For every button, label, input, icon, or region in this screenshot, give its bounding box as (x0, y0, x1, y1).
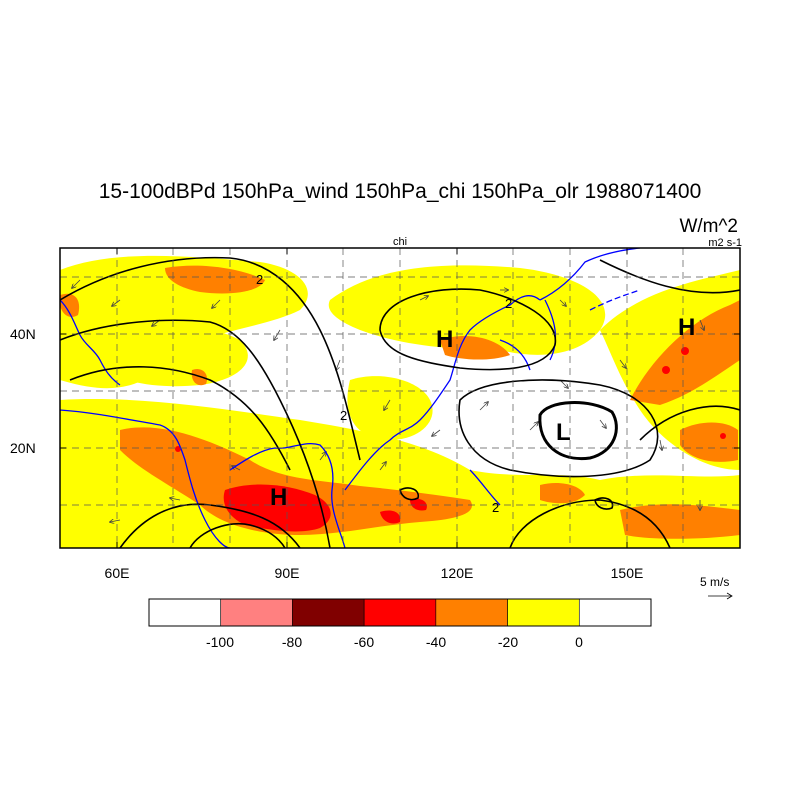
colorbar-label: 0 (575, 634, 583, 650)
colorbar-label: -60 (353, 634, 375, 650)
chi-units-label: m2 s-1 (708, 237, 742, 249)
contour-label: 2 (340, 408, 347, 423)
lat-label: 40N (10, 326, 36, 342)
low-center-marker: L (556, 419, 571, 446)
plot-title: 15-100dBPd 150hPa_wind 150hPa_chi 150hPa… (98, 180, 702, 203)
lon-label: 150E (610, 565, 644, 581)
contour-label: 2 (256, 272, 263, 287)
colorbar (148, 598, 652, 627)
contour-label: 2 (492, 500, 499, 515)
high-center-marker: H (436, 326, 453, 353)
pressure-centers: H H H L (270, 314, 695, 511)
colorbar-swatch (148, 598, 222, 627)
grid-lines (60, 248, 740, 548)
map-frame (59, 247, 741, 549)
colorbar-swatch (292, 598, 365, 627)
colorbar-swatch (363, 598, 437, 627)
axis-ticks (60, 248, 740, 548)
colorbar-label: -100 (205, 634, 235, 650)
lon-label: 60E (104, 565, 130, 581)
lon-label: 120E (440, 565, 474, 581)
reference-vector-arrow (708, 592, 733, 600)
colorbar-swatch (507, 598, 580, 627)
high-center-marker: H (270, 484, 287, 511)
chi-contour-low (538, 401, 618, 461)
chi-center-label: chi (392, 236, 408, 248)
colorbar-label: -20 (497, 634, 519, 650)
lon-label: 90E (274, 565, 300, 581)
contour-label: 2 (505, 296, 512, 311)
contour-labels: 2 2 2 2 (256, 272, 512, 515)
coastlines (60, 248, 641, 548)
units-label: W/m^2 (679, 216, 738, 237)
reference-vector-label: 5 m/s (700, 575, 730, 589)
colorbar-label: -80 (281, 634, 303, 650)
colorbar-swatch (220, 598, 293, 627)
colorbar-swatch (435, 598, 508, 627)
colorbar-swatch (578, 598, 652, 627)
high-center-marker: H (678, 314, 695, 341)
colorbar-label: -40 (425, 634, 447, 650)
lat-label: 20N (10, 440, 36, 456)
